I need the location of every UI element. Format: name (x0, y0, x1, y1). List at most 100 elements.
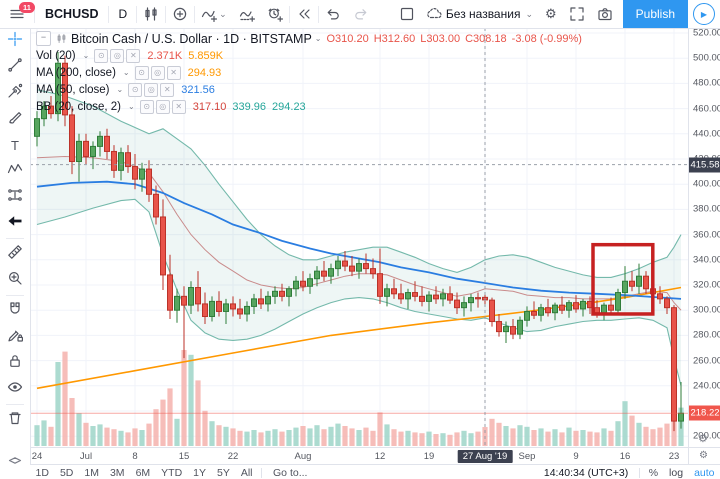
crosshair-icon (7, 31, 23, 52)
zoom-in-tool-button[interactable] (0, 267, 30, 293)
indicator-settings-button[interactable]: ◎ (144, 82, 159, 97)
toolbar-separator (34, 5, 35, 23)
indicator-label[interactable]: BB (20, close, 2) (36, 100, 122, 113)
crosshair-tool-button[interactable] (0, 28, 30, 54)
price-tick-label: 320.00 (693, 279, 720, 291)
range-button-1d[interactable]: 1D (35, 466, 49, 479)
remove-indicator-button[interactable]: ✕ (171, 99, 186, 114)
hide-indicator-button[interactable]: ⊙ (139, 99, 154, 114)
forecast-tool-button[interactable] (0, 184, 30, 210)
price-tick-label: 280.00 (693, 329, 720, 341)
hide-indicator-button[interactable]: ⊙ (94, 48, 109, 63)
play-idea-button[interactable]: ▶ (693, 3, 715, 25)
goto-date-button[interactable]: Go to... (273, 466, 308, 479)
layout-button[interactable] (393, 0, 421, 28)
top-toolbar: 11 BCHUSD D ⌄ (0, 0, 720, 29)
fullscreen-button[interactable] (563, 0, 591, 28)
price-axis[interactable]: 520.00500.00480.00460.00440.00420.00400.… (688, 28, 720, 447)
price-tick-label: 440.00 (693, 128, 720, 140)
snapshot-button[interactable] (591, 0, 619, 28)
pattern-tool-button[interactable] (0, 158, 30, 184)
interval-button[interactable]: D (118, 7, 128, 21)
stay-in-drawing-mode-button[interactable] (0, 324, 30, 350)
time-tick-label: Jul (79, 451, 93, 462)
price-axis-settings-gear-icon[interactable]: ⚙ (698, 433, 708, 445)
indicator-settings-button[interactable]: ◎ (150, 65, 165, 80)
time-tick-label: 24 (31, 451, 43, 462)
range-button-5y[interactable]: 5Y (217, 466, 230, 479)
diamond-panel-icon (7, 452, 23, 473)
indicator-templates-icon (239, 6, 255, 22)
range-button-1y[interactable]: 1Y (193, 466, 206, 479)
trend-line-tool-button[interactable] (0, 54, 30, 80)
indicator-settings-button[interactable]: ◎ (110, 48, 125, 63)
object-tree-toggle[interactable] (0, 449, 30, 475)
bottombar-right-group: 14:40:34 (UTC+3) % log auto (536, 467, 720, 479)
time-tick-label: 8 (132, 451, 138, 462)
symbol-search-button[interactable]: BCHUSD (45, 7, 99, 21)
candlestick-chart[interactable] (30, 28, 688, 447)
main-menu-button[interactable]: 11 (0, 0, 35, 28)
range-button-ytd[interactable]: YTD (161, 466, 183, 479)
chevron-down-icon[interactable]: ⌄ (128, 102, 135, 111)
publish-button[interactable]: Publish (622, 0, 688, 28)
clock-label[interactable]: 14:40:34 (UTC+3) (543, 466, 629, 479)
indicators-button[interactable]: ⌄ (195, 0, 233, 28)
price-tick-label: 380.00 (693, 203, 720, 215)
range-button-5d[interactable]: 5D (59, 466, 74, 479)
bottom-toolbar: 1D 5D 1M 3M 6M YTD 1Y 5Y All Go to... 14:40:34 (… (30, 464, 720, 479)
undo-button[interactable] (319, 0, 347, 28)
axis-corner: ⚙ (688, 447, 720, 465)
arrow-left-icon (7, 213, 23, 234)
indicator-label[interactable]: Vol (20) (36, 49, 76, 62)
left-drawing-toolbar: T (0, 28, 31, 479)
toolbar-separator (136, 5, 138, 23)
toolbar-separator (288, 5, 290, 23)
cloud-save-menu[interactable]: Без названия ⌄ (421, 0, 539, 28)
indicator-templates-button[interactable] (233, 0, 261, 28)
lock-all-drawings-button[interactable] (0, 350, 30, 376)
remove-indicator-button[interactable]: ✕ (166, 65, 181, 80)
alert-button[interactable] (261, 0, 289, 28)
chart-pane[interactable] (30, 28, 688, 447)
brush-tool-button[interactable] (0, 106, 30, 132)
cloud-icon (427, 6, 443, 22)
hide-indicator-button[interactable]: ⊙ (134, 65, 149, 80)
remove-indicator-button[interactable]: ✕ (126, 48, 141, 63)
percent-scale-button[interactable]: % (648, 466, 659, 479)
hide-all-drawings-button[interactable] (0, 376, 30, 402)
text-tool-button[interactable]: T (11, 137, 19, 153)
remove-indicator-button[interactable]: ✕ (160, 82, 175, 97)
replay-button[interactable] (290, 0, 318, 28)
magnet-mode-button[interactable] (0, 298, 30, 324)
measure-tool-button[interactable] (0, 241, 30, 267)
time-axis-settings-gear-icon[interactable]: ⚙ (699, 450, 708, 461)
time-tick-label: 9 (573, 451, 579, 462)
range-button-all[interactable]: All (240, 466, 253, 479)
symbol-title[interactable]: Bitcoin Cash / U.S. Dollar · 1D · BITSTA… (71, 31, 312, 46)
time-axis[interactable]: 24 Jul 8 15 22 Aug 12 19 27 Aug '19 Sep 9 16 23 (30, 447, 688, 465)
gann-fibonacci-tool-button[interactable] (0, 80, 30, 106)
toolbar-separator (194, 5, 196, 23)
indicator-settings-button[interactable]: ◎ (155, 99, 170, 114)
chart-style-button[interactable] (137, 0, 165, 28)
remove-all-drawings-button[interactable] (0, 407, 30, 433)
chevron-down-icon[interactable]: ⌄ (116, 85, 124, 94)
log-scale-button[interactable]: log (669, 466, 684, 479)
range-button-1m[interactable]: 1M (84, 466, 99, 479)
legend-indicator-row: MA (200, close) ⌄ ⊙ ◎ ✕ 294.93 (36, 64, 587, 81)
redo-button[interactable] (347, 0, 375, 28)
chevron-down-icon[interactable]: ⌄ (122, 68, 130, 77)
chevron-down-icon[interactable]: ⌄ (82, 51, 90, 60)
range-button-3m[interactable]: 3M (109, 466, 125, 479)
arrow-marker-tool-button[interactable] (0, 210, 30, 236)
indicator-label[interactable]: MA (200, close) (36, 66, 116, 79)
hide-indicator-button[interactable]: ⊙ (128, 82, 143, 97)
auto-scale-button[interactable]: auto (694, 466, 715, 479)
compare-button[interactable] (166, 0, 194, 28)
chevron-down-icon[interactable]: ⌄ (314, 34, 322, 43)
indicator-label[interactable]: MA (50, close) (36, 83, 110, 96)
chart-properties-button[interactable]: ⚙ (539, 0, 563, 28)
legend-collapse-button[interactable]: − (36, 31, 51, 46)
range-button-6m[interactable]: 6M (135, 466, 151, 479)
